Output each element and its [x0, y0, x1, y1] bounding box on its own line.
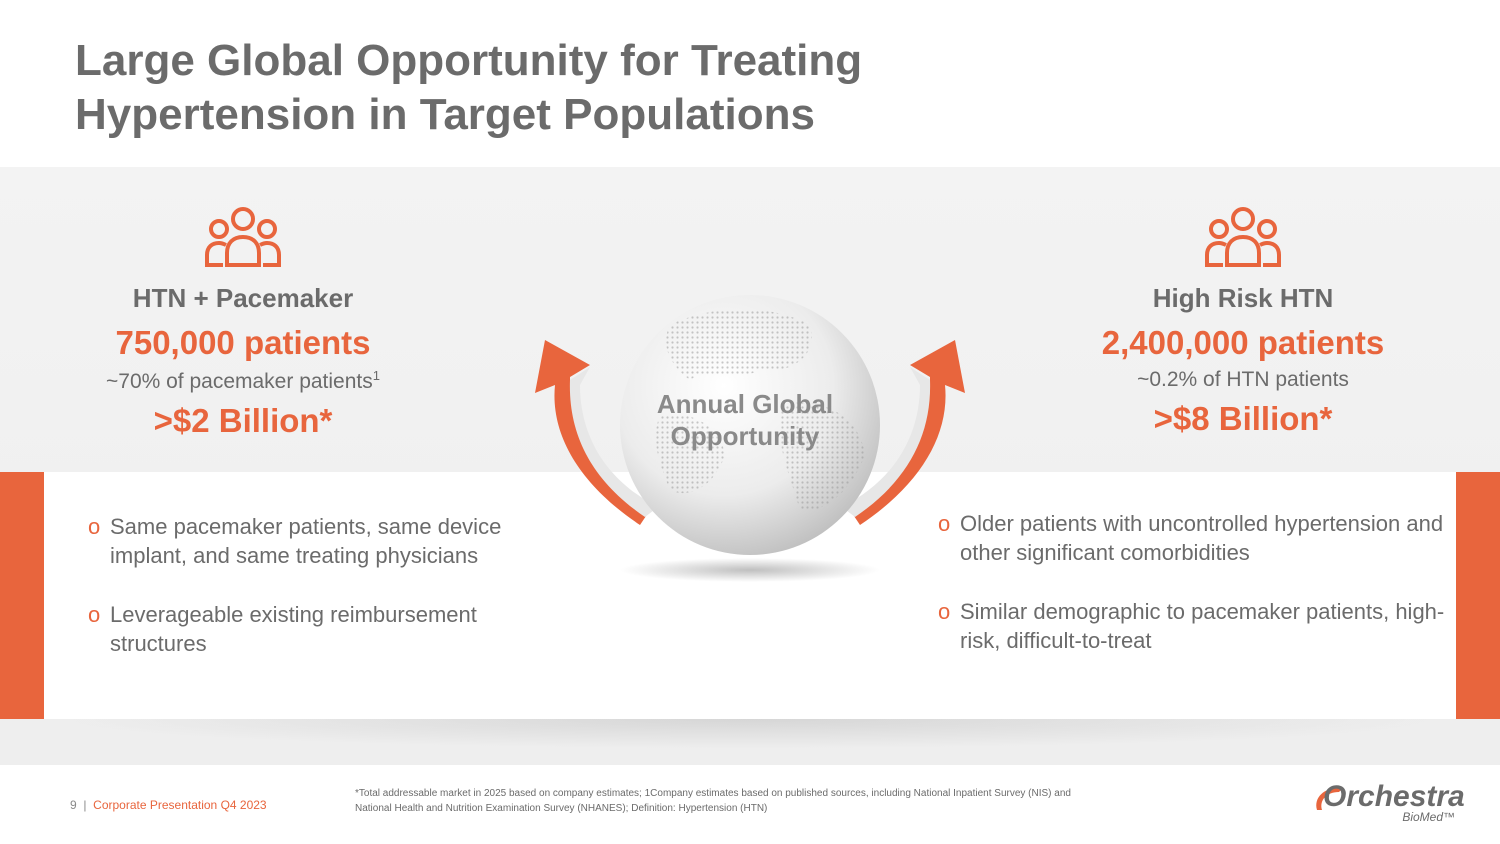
globe-label-line2: Opportunity [670, 421, 820, 451]
list-item: o Older patients with uncontrolled hypert… [938, 511, 1444, 565]
slide-title: Large Global Opportunity for Treating Hy… [75, 34, 975, 142]
left-arrow-icon [535, 340, 658, 525]
logo-swoosh-icon [1316, 787, 1343, 810]
right-subtext: ~0.2% of HTN patients [1137, 368, 1349, 391]
right-patient-count: 2,400,000 patients [1101, 324, 1385, 361]
right-accent-bar [1456, 472, 1500, 719]
right-arrow-icon [842, 340, 965, 525]
people-group-icon [1205, 207, 1281, 267]
left-accent-bar [0, 472, 44, 719]
list-item: o Same pacemaker patients, same device im… [88, 514, 502, 568]
right-heading: High Risk HTN [1152, 283, 1334, 313]
footnote: *Total addressable market in 2025 based … [355, 786, 1205, 816]
globe-graphic [535, 295, 965, 582]
slide-title-line1: Large Global Opportunity for Treating [75, 36, 863, 85]
globe-label: Annual Global Opportunity [620, 388, 870, 452]
people-group-icon [205, 207, 281, 267]
deck-name: Corporate Presentation Q4 2023 [93, 798, 267, 812]
left-bullet-list: o Same pacemaker patients, same device im… [88, 512, 548, 688]
footer-page-info: 9 | Corporate Presentation Q4 2023 [70, 798, 267, 812]
left-subtext: ~70% of pacemaker patients1 [106, 368, 380, 393]
footnote-line2: National Health and Nutrition Examinatio… [355, 803, 768, 814]
htn-pacemaker-column: HTN + Pacemaker 750,000 patients ~70% of… [43, 205, 443, 440]
left-patient-count: 750,000 patients [115, 324, 371, 361]
page-number: 9 [70, 798, 77, 812]
list-item: o Similar demographic to pacemaker patien… [938, 599, 1445, 653]
footer-separator: | [83, 798, 87, 812]
left-heading: HTN + Pacemaker [132, 283, 354, 313]
left-footnote-ref: 1 [372, 368, 380, 383]
logo-submark: BioMed™ [1402, 810, 1455, 824]
left-amount: >$2 Billion* [153, 402, 333, 439]
company-logo: Orchestra BioMed™ [1313, 780, 1465, 825]
globe-label-line1: Annual Global [656, 389, 834, 419]
slide-title-line2: Hypertension in Target Populations [75, 90, 815, 139]
right-amount: >$8 Billion* [1153, 400, 1333, 437]
logo-wordmark: Orchestra [1323, 780, 1465, 813]
right-bullet-list: o Older patients with uncontrolled hypert… [938, 509, 1458, 685]
panel-shadow [44, 719, 1456, 749]
high-risk-htn-column: High Risk HTN 2,400,000 patients ~0.2% o… [1043, 205, 1443, 438]
footnote-line1: *Total addressable market in 2025 based … [355, 788, 1071, 799]
list-item: o Leverageable existing reimbursement str… [88, 602, 477, 656]
